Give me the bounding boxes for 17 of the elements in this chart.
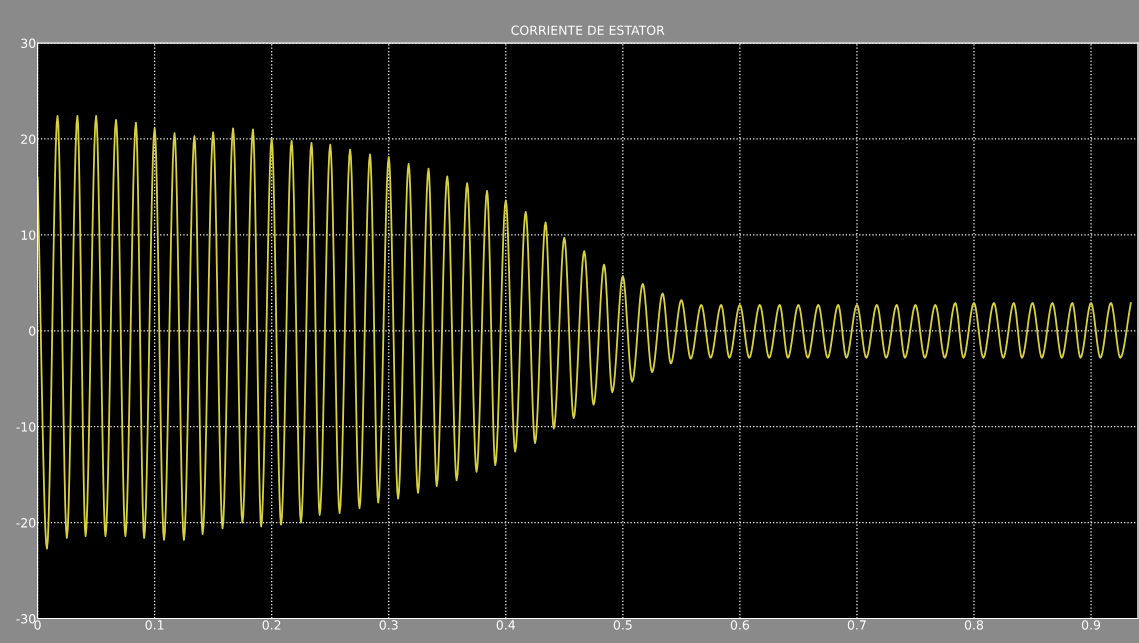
x-tick-label: 0.7 [847, 620, 866, 630]
x-tick-label: 0.2 [262, 620, 281, 630]
x-tick-label: 0.4 [496, 620, 516, 630]
y-tick-label: 0 [29, 326, 36, 336]
x-tick-label: 0.8 [964, 620, 984, 630]
x-tick-label: 0.5 [613, 620, 632, 630]
x-tick-label: 0.6 [730, 620, 750, 630]
y-tick-label: 20 [21, 134, 36, 144]
chart-title: CORRIENTE DE ESTATOR [511, 25, 665, 35]
x-tick-label: 0.3 [379, 620, 398, 630]
x-tick-label: 0.1 [145, 620, 164, 630]
y-tick-label: 10 [21, 230, 36, 240]
y-tick-label: -30 [16, 614, 36, 624]
y-tick-label: 30 [21, 38, 36, 49]
y-tick-label: -10 [16, 422, 36, 432]
x-tick-label: 0.9 [1081, 620, 1101, 630]
y-tick-label: -20 [16, 518, 36, 528]
